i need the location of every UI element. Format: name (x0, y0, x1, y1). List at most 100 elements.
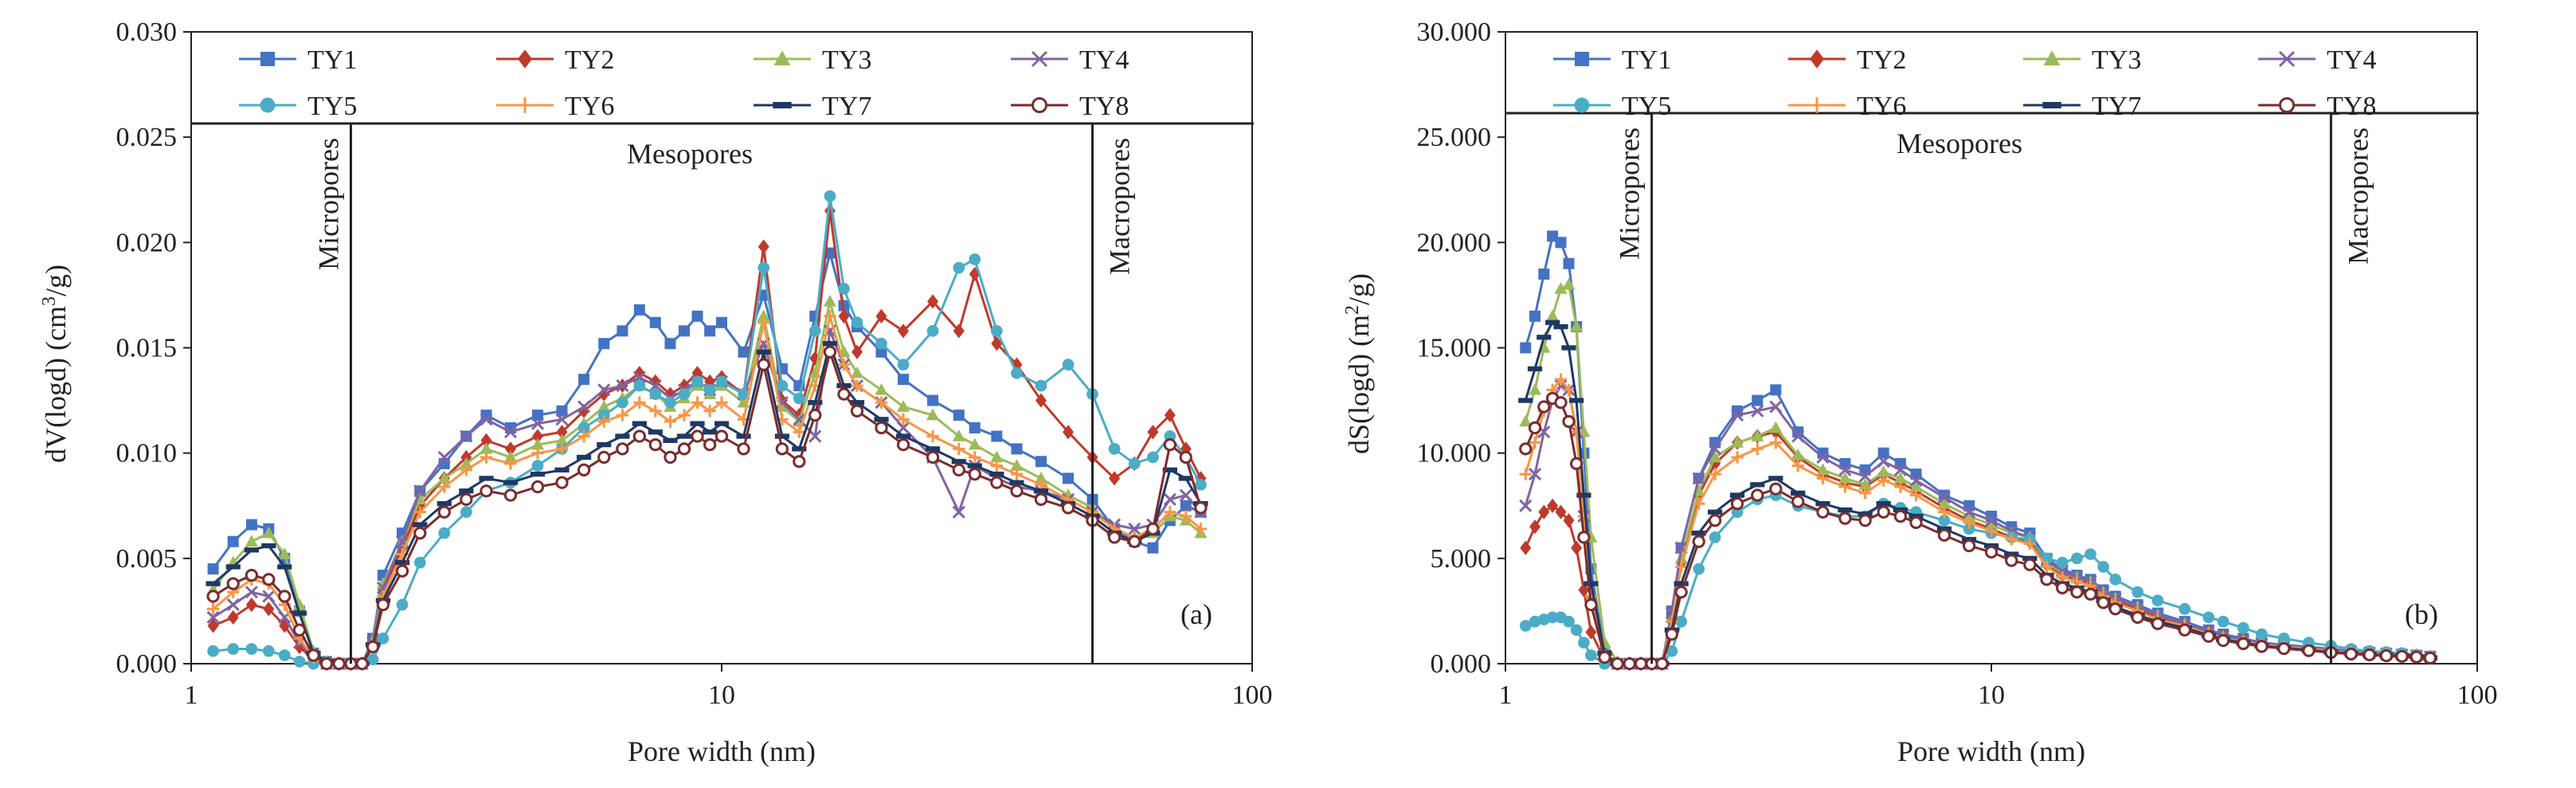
data-point (2202, 611, 2215, 624)
data-point (2096, 596, 2110, 610)
data-point (926, 408, 940, 421)
data-point (555, 433, 569, 446)
legend-marker (1575, 52, 1589, 66)
data-point (875, 396, 888, 409)
data-point (2363, 648, 2376, 662)
data-point (1555, 504, 1567, 519)
data-point (503, 488, 518, 502)
data-point (2237, 637, 2250, 651)
data-point (1562, 414, 1576, 429)
x-axis-title: Pore width (nm) (628, 735, 816, 767)
region-dividers (1650, 113, 2332, 664)
y-tick-label: 0.010 (116, 439, 178, 468)
data-point (874, 417, 889, 422)
data-point (632, 429, 646, 443)
data-point (1163, 492, 1176, 506)
legend-label: TY7 (2092, 92, 2141, 121)
data-point (1838, 512, 1852, 525)
data-point (1563, 513, 1575, 528)
chart-b: 0.000 5.000 10.000 15.000 20.000 25.000 30.000… (1342, 18, 2498, 767)
data-point (438, 527, 451, 539)
data-point (953, 323, 965, 339)
legend-marker (1031, 50, 1048, 68)
data-point (678, 325, 690, 337)
data-point (897, 359, 910, 370)
legend-marker (2042, 101, 2061, 109)
data-point (1751, 404, 1764, 418)
data-point (1838, 471, 1852, 484)
data-point (824, 310, 836, 323)
data-point (2423, 651, 2437, 665)
data-point (1529, 519, 1541, 535)
data-point (1164, 407, 1176, 423)
data-point (703, 437, 717, 452)
data-point (1791, 448, 1805, 461)
data-point (1538, 504, 1550, 519)
data-point (262, 526, 276, 539)
data-point (262, 645, 275, 657)
y-tick-label: 20.000 (1417, 228, 1492, 257)
legend-marker (517, 97, 533, 113)
data-point (530, 480, 545, 494)
y-tick-label: 5.000 (1431, 544, 1492, 574)
data-point (2108, 602, 2122, 616)
data-point (2410, 650, 2423, 664)
data-point (1816, 505, 1830, 519)
data-point (2178, 623, 2191, 637)
legend-item-ty2: TY2 (1788, 45, 1906, 75)
data-point (703, 405, 716, 418)
data-point (1547, 498, 1559, 513)
data-point (1128, 522, 1141, 535)
data-point (1709, 456, 1721, 471)
data-point (1546, 611, 1559, 624)
data-point (2255, 628, 2268, 641)
data-point (1528, 382, 1542, 395)
data-point (577, 429, 590, 443)
legend-item-ty7: TY7 (754, 92, 871, 121)
data-point (555, 442, 569, 456)
data-point (1909, 473, 1923, 488)
data-point (1984, 514, 1999, 527)
data-point (307, 649, 320, 662)
legend-label: TY8 (2327, 92, 2376, 121)
data-point (437, 505, 451, 519)
data-point (1010, 484, 1024, 498)
data-point (460, 457, 473, 469)
data-point (1893, 509, 1908, 523)
data-point (556, 405, 568, 417)
data-point (837, 358, 851, 371)
data-point (757, 309, 770, 322)
data-point (851, 344, 863, 359)
y-tick-label: 0.025 (116, 123, 178, 152)
data-point (1035, 456, 1047, 468)
data-point (2216, 633, 2230, 648)
legend-item-ty4: TY4 (2258, 45, 2376, 75)
data-point (823, 294, 836, 307)
data-point (1562, 383, 1576, 397)
data-point (1519, 620, 1532, 632)
data-point (1011, 443, 1023, 455)
data-point (1563, 615, 1575, 628)
data-point (555, 413, 569, 426)
data-point (597, 409, 610, 421)
data-point (1877, 447, 1889, 459)
data-point (691, 396, 704, 409)
data-point (1062, 359, 1075, 370)
data-point (1011, 367, 1023, 379)
data-point (649, 316, 661, 328)
data-point (1598, 650, 1611, 665)
data-point (664, 338, 676, 350)
x-tick-labels: 1 10 100 (1499, 664, 2498, 710)
legend-marker (1031, 96, 1048, 114)
data-point (1528, 421, 1542, 435)
legend-marker (2278, 96, 2296, 114)
data-point (319, 657, 334, 671)
y-tick-label: 0.005 (116, 544, 178, 574)
series-ty7 (1518, 320, 2437, 667)
data-point (793, 425, 806, 438)
data-point (2237, 621, 2249, 634)
legend-label: TY6 (1857, 92, 1906, 121)
data-point (824, 190, 836, 202)
data-point (225, 564, 241, 570)
data-point (460, 429, 473, 443)
